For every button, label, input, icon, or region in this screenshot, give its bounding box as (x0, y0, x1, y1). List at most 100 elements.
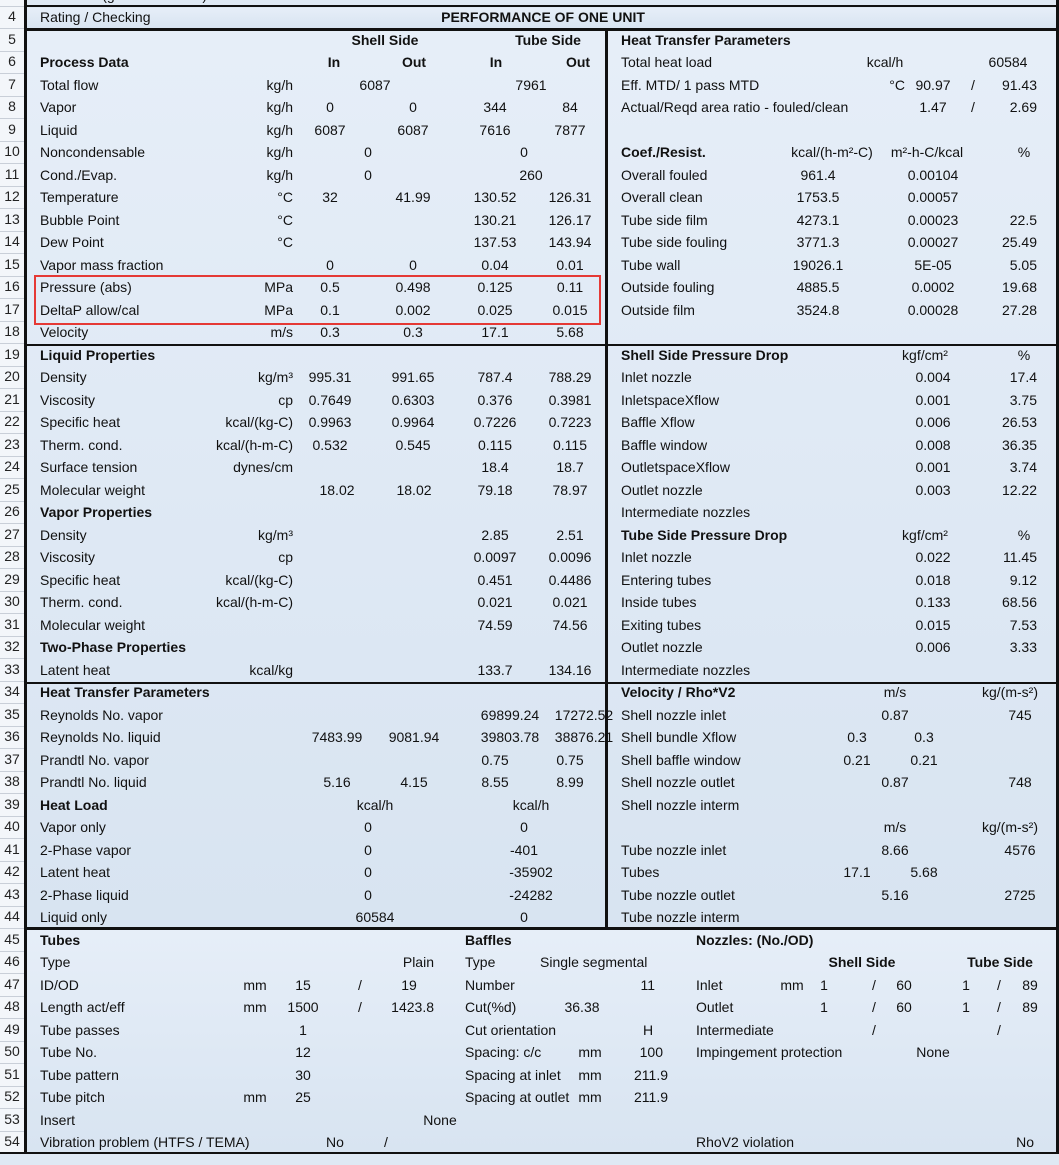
row-label[interactable]: Viscosity (40, 391, 95, 408)
section-header[interactable]: Process Data (40, 54, 129, 70)
cell-value[interactable]: mm (578, 1066, 602, 1083)
cell-value[interactable]: 5E-05 (914, 256, 952, 273)
cell-value[interactable]: kg/m³ (258, 526, 293, 543)
row-number[interactable]: 3 (0, 0, 24, 2)
cell-value[interactable]: 36.35 (1001, 436, 1037, 453)
row-number[interactable]: 38 (4, 773, 20, 789)
cell-value[interactable]: 0.87 (881, 774, 909, 790)
row-number[interactable]: 25 (4, 480, 20, 497)
row-number[interactable]: 45 (4, 930, 20, 947)
cell-value[interactable]: 1 (962, 999, 970, 1015)
section-header[interactable]: Heat Transfer Parameters (40, 684, 210, 700)
cell-value[interactable]: 126.31 (548, 189, 592, 205)
cell-value[interactable]: 0.5 (320, 279, 340, 295)
cell-value[interactable]: Plain (402, 954, 434, 970)
cell-value[interactable]: kcal/(h-m²-C) (791, 144, 873, 160)
cell-value[interactable]: 18.02 (396, 481, 432, 498)
row-number[interactable]: 52 (4, 1088, 20, 1104)
cell-value[interactable]: 0.018 (915, 571, 951, 588)
cell-value[interactable]: 6087 (397, 121, 429, 138)
cell-value[interactable]: / (358, 976, 362, 993)
cell-value[interactable]: 3.33 (1009, 639, 1037, 655)
row-number[interactable]: 40 (4, 818, 20, 834)
cell-value[interactable]: 30 (295, 1066, 311, 1083)
cell-value[interactable]: 130.21 (473, 211, 517, 228)
cell-value[interactable]: 0.3 (320, 324, 340, 340)
cell-value[interactable]: kcal/h (512, 796, 550, 813)
cell-value[interactable]: 100 (639, 1044, 663, 1060)
cell-value[interactable]: 8.66 (881, 841, 909, 858)
row-label[interactable]: Entering tubes (621, 571, 712, 588)
row-label[interactable]: Noncondensable (40, 144, 146, 160)
row-number[interactable]: 33 (4, 660, 20, 677)
section-header[interactable]: Out (401, 54, 427, 70)
cell-value[interactable]: 0.545 (395, 436, 431, 453)
cell-value[interactable]: / (872, 1021, 876, 1038)
row-label[interactable]: Impingement protection (696, 1044, 843, 1060)
cell-value[interactable]: mm (780, 976, 804, 993)
cell-value[interactable]: 2.51 (556, 526, 584, 543)
cell-value[interactable]: 1 (820, 999, 828, 1015)
cell-value[interactable]: 0 (326, 256, 334, 273)
row-label[interactable]: Vapor (40, 99, 77, 115)
cell-value[interactable]: mm (578, 1089, 602, 1105)
section-header[interactable]: Velocity / Rho*V2 (621, 684, 736, 700)
cell-value[interactable]: 18.4 (481, 459, 509, 475)
cell-value[interactable]: 17.4 (1009, 369, 1037, 385)
row-label[interactable]: Velocity (40, 324, 89, 340)
cell-value[interactable]: kcal/h (356, 796, 394, 813)
cell-value[interactable]: 0.0097 (473, 549, 517, 565)
cell-value[interactable]: 0.00023 (907, 211, 959, 228)
row-number[interactable]: 18 (4, 323, 20, 339)
row-label[interactable]: Spacing at inlet (465, 1066, 561, 1083)
cell-value[interactable]: 0.3981 (548, 391, 592, 408)
cell-value[interactable]: 89 (1022, 976, 1038, 993)
row-number[interactable]: 27 (4, 525, 20, 542)
cell-value[interactable]: 0.3 (403, 324, 423, 340)
cell-value[interactable]: 26.53 (1001, 414, 1037, 430)
section-header[interactable]: Tubes (40, 931, 81, 948)
cell-value[interactable]: 6087 (359, 76, 391, 93)
row-label[interactable]: Viscosity (40, 549, 95, 565)
cell-value[interactable]: dynes/cm (233, 459, 293, 475)
cell-value[interactable]: 0.7226 (473, 414, 517, 430)
cell-value[interactable]: 19 (401, 976, 417, 993)
cell-value[interactable]: 0.015 (915, 616, 951, 633)
cell-value[interactable]: 3771.3 (796, 234, 840, 250)
cell-value[interactable]: kg/h (266, 144, 293, 160)
row-label[interactable]: Inside tubes (621, 594, 697, 610)
row-number[interactable]: 17 (4, 300, 20, 317)
cell-value[interactable]: 11.45 (1003, 549, 1037, 565)
cell-value[interactable]: 143.94 (548, 234, 592, 250)
row-number[interactable]: 43 (4, 885, 20, 902)
cell-value[interactable]: -35902 (509, 864, 553, 880)
cell-value[interactable]: 9081.94 (388, 729, 440, 745)
row-label[interactable]: DeltaP allow/cal (40, 301, 140, 318)
cell-value[interactable]: 74.56 (552, 616, 588, 633)
row-label[interactable]: Baffle window (621, 436, 708, 453)
cell-value[interactable]: 0.025 (477, 301, 513, 318)
cell-value[interactable]: 4576 (1004, 841, 1036, 858)
cell-value[interactable]: None (916, 1044, 950, 1060)
row-label[interactable]: Rating / Checking (40, 9, 151, 25)
cell-value[interactable]: 91.43 (1001, 76, 1037, 93)
row-label[interactable]: Tube No. (40, 1044, 98, 1060)
cell-value[interactable]: 84 (562, 99, 578, 115)
cell-value[interactable]: 745 (1008, 706, 1032, 723)
row-label[interactable]: RhoV2 violation (696, 1134, 795, 1150)
cell-value[interactable]: 25.49 (1001, 234, 1037, 250)
cell-value[interactable]: 12 (295, 1044, 311, 1060)
row-label[interactable]: Liquid only (40, 909, 107, 925)
row-label[interactable]: Overall fouled (621, 166, 708, 183)
row-label[interactable]: Type (40, 954, 71, 970)
row-label[interactable]: Shell baffle window (621, 751, 741, 768)
row-label[interactable]: Surf/shell (gross/eff/finned) (40, 0, 207, 4)
row-label[interactable]: Surface tension (40, 459, 138, 475)
cell-value[interactable]: No (326, 1134, 344, 1150)
cell-value[interactable]: 130.52 (473, 189, 517, 205)
cell-value[interactable]: % (1017, 346, 1031, 363)
row-label[interactable]: Spacing: c/c (465, 1044, 542, 1060)
cell-value[interactable]: °C (277, 234, 293, 250)
section-header[interactable]: Shell Side (351, 31, 419, 48)
section-header[interactable]: In (327, 54, 341, 70)
